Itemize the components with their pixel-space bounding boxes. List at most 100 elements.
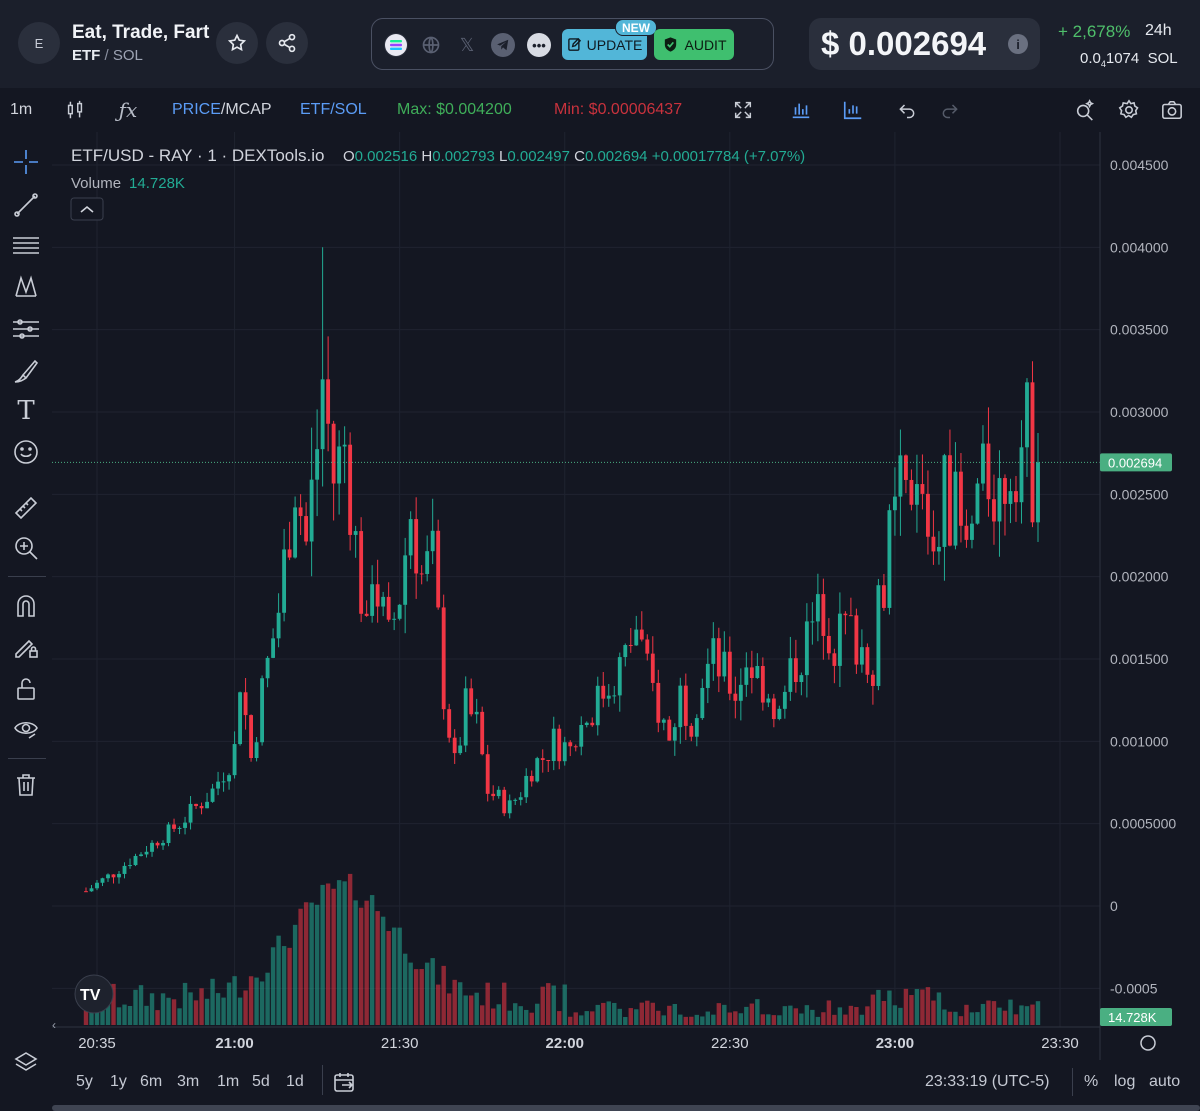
percent-scale-toggle[interactable]: % <box>1084 1073 1099 1090</box>
candle-body <box>914 484 919 505</box>
more-icon[interactable]: ••• <box>527 33 551 57</box>
bar-chart-icon <box>792 103 810 119</box>
candle-body <box>106 874 110 879</box>
volume-bar <box>568 1016 573 1025</box>
volume-bar <box>281 946 287 1025</box>
emoji-tool[interactable] <box>11 437 41 467</box>
candle-body <box>898 455 903 497</box>
settings-button[interactable] <box>1117 98 1141 122</box>
favorite-button[interactable] <box>216 22 258 64</box>
range-6m[interactable]: 6m <box>140 1073 163 1090</box>
volume-bar <box>551 985 556 1025</box>
fib-tool[interactable] <box>11 231 41 261</box>
globe-icon[interactable] <box>419 33 443 57</box>
range-3m[interactable]: 3m <box>177 1073 200 1090</box>
chart-bars-icon <box>843 101 862 120</box>
object-tree-button[interactable] <box>11 1048 41 1078</box>
hide-drawings-tool[interactable] <box>11 714 41 744</box>
candlesticks <box>84 247 1040 893</box>
volume-legend-label: Volume 14.728K <box>71 175 185 192</box>
price-mcap-toggle[interactable]: PRICE/MCAP <box>172 101 272 119</box>
range-1d[interactable]: 1d <box>286 1073 304 1090</box>
crosshair-tool[interactable] <box>11 147 41 177</box>
volume-bar <box>689 1016 694 1025</box>
volume-bar <box>683 1016 689 1025</box>
time-axis-settings-button[interactable] <box>1140 1035 1156 1051</box>
price-sol-prefix: 0.0 <box>1080 50 1101 67</box>
text-tool[interactable]: T <box>11 396 41 426</box>
info-icon[interactable]: i <box>1008 34 1028 54</box>
candle-body <box>672 727 677 741</box>
volume-bar <box>991 1001 997 1025</box>
date-range-button[interactable] <box>333 1072 357 1099</box>
smiley-icon <box>14 440 38 464</box>
range-5y[interactable]: 5y <box>76 1073 93 1090</box>
horizontal-scrollbar[interactable] <box>52 1105 1200 1111</box>
collapse-legend-button[interactable] <box>70 197 104 221</box>
magnet-tool[interactable] <box>11 590 41 620</box>
volume-bar <box>623 1016 628 1025</box>
tradingview-logo[interactable]: TV <box>74 974 114 1014</box>
volume-bar <box>573 1012 578 1025</box>
candle-body <box>463 688 468 746</box>
scroll-left-icon[interactable]: ‹ <box>52 1018 56 1032</box>
pattern-tool[interactable] <box>11 272 41 302</box>
remove-drawings-tool[interactable] <box>11 770 41 800</box>
candle-body <box>892 496 897 511</box>
y-tick-label: 0.001000 <box>1110 733 1169 749</box>
candle-body <box>414 519 419 574</box>
candle-body <box>881 585 886 608</box>
clock-timezone[interactable]: 23:33:19 (UTC-5) <box>925 1073 1050 1090</box>
pattern-icon <box>15 275 37 297</box>
lock-all-tool[interactable] <box>11 674 41 704</box>
undo-button[interactable] <box>895 98 919 122</box>
indicators-button[interactable]: ƒx <box>116 98 140 122</box>
x-icon[interactable]: 𝕏 <box>459 34 475 55</box>
candles-icon <box>67 100 83 119</box>
trendline-tool[interactable] <box>11 190 41 220</box>
show-volume-button[interactable] <box>789 98 813 122</box>
pair-toggle[interactable]: ETF/SOL <box>300 101 367 119</box>
volume-bar <box>617 1008 622 1025</box>
range-5d[interactable]: 5d <box>252 1073 270 1090</box>
volume-bar <box>331 888 336 1025</box>
price-axis[interactable]: 0.004500 0.004000 0.003500 0.003000 0.002500… <box>1110 157 1176 996</box>
volume-bar <box>892 1005 898 1025</box>
zoom-tool[interactable] <box>11 533 41 563</box>
candle-body <box>293 507 298 558</box>
volume-bar <box>237 997 243 1025</box>
redo-button[interactable] <box>938 98 962 122</box>
forecast-tool[interactable] <box>11 314 41 344</box>
range-1y[interactable]: 1y <box>110 1073 127 1090</box>
audit-button[interactable]: AUDIT <box>654 29 734 60</box>
candle-body <box>518 797 523 800</box>
volume-bar <box>546 983 551 1025</box>
candle-body <box>144 851 149 855</box>
volume-bar <box>727 1012 733 1025</box>
brush-tool[interactable] <box>11 356 41 386</box>
candle-body <box>491 793 496 797</box>
measure-tool[interactable] <box>11 493 41 523</box>
candle-type-button[interactable] <box>63 98 87 122</box>
volume-bar <box>342 881 347 1025</box>
volume-bar <box>309 902 314 1025</box>
auto-scale-toggle[interactable]: auto <box>1149 1073 1181 1090</box>
screenshot-button[interactable] <box>1160 98 1184 122</box>
show-trades-button[interactable] <box>841 98 865 122</box>
candle-body <box>964 525 969 540</box>
ohlc-h-label: H <box>421 148 432 165</box>
share-button[interactable] <box>266 22 308 64</box>
solana-icon[interactable] <box>384 33 408 57</box>
time-axis[interactable]: 20:35 21:00 21:30 22:00 22:30 23:00 23:30 <box>78 1035 1079 1052</box>
quick-search-button[interactable] <box>1073 98 1097 122</box>
interval-selector[interactable]: 1m <box>10 101 33 118</box>
price-chart[interactable]: 0.004500 0.004000 0.003500 0.003000 0.002500… <box>52 132 1200 1060</box>
log-scale-toggle[interactable]: log <box>1114 1073 1136 1090</box>
lock-drawings-tool[interactable] <box>11 632 41 662</box>
range-1m[interactable]: 1m <box>217 1073 240 1090</box>
volume-bar <box>336 880 342 1025</box>
telegram-icon[interactable] <box>491 33 515 57</box>
volume-bar <box>210 978 215 1025</box>
volume-bar <box>694 1014 700 1025</box>
fullscreen-button[interactable] <box>731 98 755 122</box>
